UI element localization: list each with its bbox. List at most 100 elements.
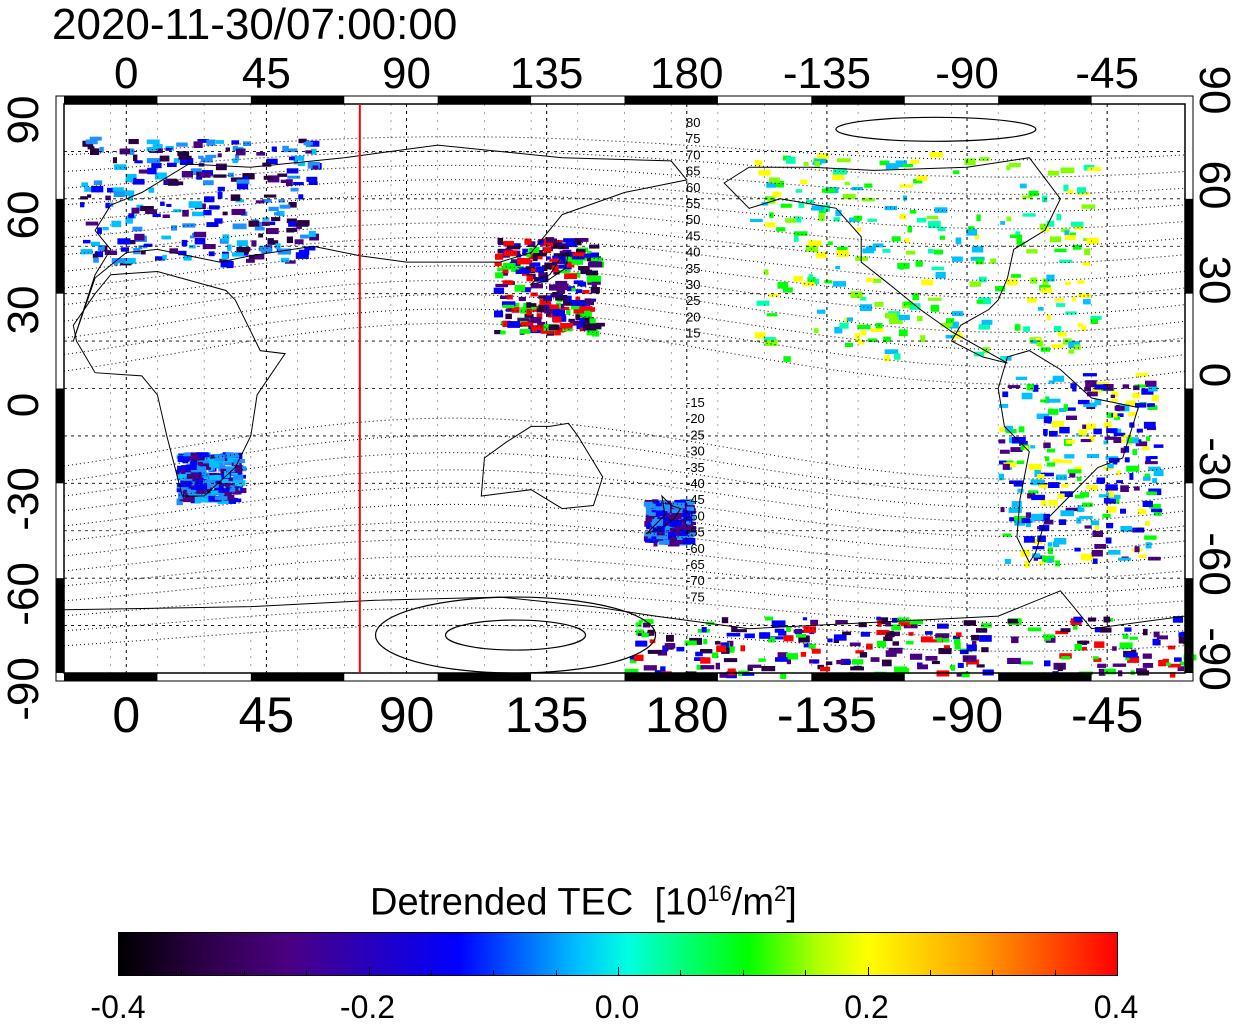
mlat-contour: [63, 434, 1186, 494]
tec-cell: [120, 247, 129, 252]
tec-cell: [546, 256, 551, 260]
tec-cell: [747, 666, 753, 671]
tec-cell: [180, 469, 186, 474]
tec-cell: [777, 652, 788, 660]
tec-cell: [676, 535, 689, 540]
tec-cell: [234, 465, 243, 472]
tec-cell: [894, 353, 901, 360]
tec-cell: [134, 160, 143, 164]
tec-cell: [91, 241, 100, 246]
tec-cell: [538, 305, 550, 309]
tec-cell: [209, 205, 220, 210]
tec-cell: [178, 455, 183, 462]
tec-cell: [877, 620, 882, 627]
tec-cell: [89, 136, 102, 141]
tec-cell: [1051, 421, 1063, 426]
tec-cell: [981, 647, 989, 653]
tec-cell: [112, 187, 124, 192]
tec-cell: [1037, 535, 1046, 542]
tec-cell: [953, 635, 960, 640]
bottom-axis-bar: [998, 673, 1092, 681]
tec-cell: [134, 233, 145, 241]
tec-cell: [502, 304, 515, 309]
tec-cell: [300, 234, 309, 239]
tec-cell: [575, 312, 586, 319]
tec-cell: [1044, 519, 1054, 525]
tec-cell: [193, 231, 207, 238]
tec-cell: [1153, 631, 1160, 638]
tec-cell: [798, 202, 805, 208]
tec-cell: [93, 257, 99, 263]
tec-cell: [590, 287, 600, 294]
tec-cell: [1133, 486, 1140, 491]
tec-cell: [531, 327, 538, 332]
tec-cell: [564, 273, 577, 279]
tec-cell: [970, 256, 985, 261]
tec-cell: [224, 471, 230, 478]
tec-cell: [499, 295, 508, 299]
tec-cell: [214, 218, 223, 224]
tec-cell: [872, 278, 882, 283]
tec-cell: [898, 314, 910, 321]
tec-cell: [121, 190, 135, 196]
tec-cell: [912, 293, 919, 301]
tec-cell: [655, 532, 668, 540]
tec-cell: [656, 532, 665, 536]
tec-cell: [1102, 513, 1111, 518]
bottom-lon-label: 180: [645, 687, 729, 743]
tec-cell: [1056, 474, 1067, 481]
tec-cell: [566, 253, 572, 260]
tec-cell: [566, 242, 577, 248]
tec-cell: [1056, 213, 1062, 221]
tec-cell: [978, 297, 991, 305]
tec-cell: [763, 337, 776, 341]
tec-cell: [1135, 441, 1148, 447]
tec-cell: [1079, 515, 1093, 520]
tec-cell: [1027, 297, 1037, 303]
tec-cell: [1011, 436, 1026, 444]
tec-cell: [504, 280, 514, 284]
left-axis-bar: [56, 198, 64, 294]
tec-cell: [125, 217, 133, 224]
colorbar-title: Detrended TEC [1016/m2]: [370, 872, 797, 925]
tec-cell: [976, 214, 981, 222]
tec-cell: [222, 211, 228, 216]
tec-cell: [1094, 399, 1102, 406]
tec-cell: [571, 258, 583, 265]
tec-cell: [1011, 636, 1019, 644]
tec-cell: [505, 313, 512, 320]
tec-cell: [179, 471, 191, 479]
tec-cell: [181, 239, 188, 247]
tec-cell: [772, 191, 782, 197]
tec-cell: [727, 668, 736, 676]
bottom-axis-bar: [437, 673, 532, 681]
tec-cell: [1011, 501, 1022, 508]
tec-cell: [927, 297, 942, 301]
tec-cell: [827, 638, 833, 643]
tec-cell: [859, 304, 872, 311]
tec-cell: [798, 635, 810, 643]
tec-cell: [85, 221, 99, 226]
tec-cell: [635, 640, 648, 647]
tec-cell: [817, 153, 829, 159]
contour-label: 35: [686, 261, 700, 276]
tec-cell: [232, 223, 247, 230]
colorbar-minor-tick: [243, 970, 245, 975]
tec-cell: [590, 257, 604, 262]
tec-cell: [1063, 338, 1072, 345]
tec-cell: [1065, 234, 1076, 240]
tec-cell: [861, 197, 875, 202]
tec-cell: [933, 249, 944, 255]
tec-cell: [676, 646, 685, 652]
tec-cell: [1135, 372, 1148, 377]
tec-cell: [794, 231, 808, 236]
tec-cell: [203, 180, 214, 186]
tec-cell: [177, 151, 190, 156]
tec-cell: [1073, 623, 1078, 630]
tec-cell: [1067, 189, 1074, 194]
tec-cell: [494, 310, 504, 318]
mlat-contour: [63, 521, 1186, 566]
tec-cell: [507, 245, 520, 250]
tec-cell: [586, 276, 592, 283]
tec-cell: [1030, 479, 1045, 486]
